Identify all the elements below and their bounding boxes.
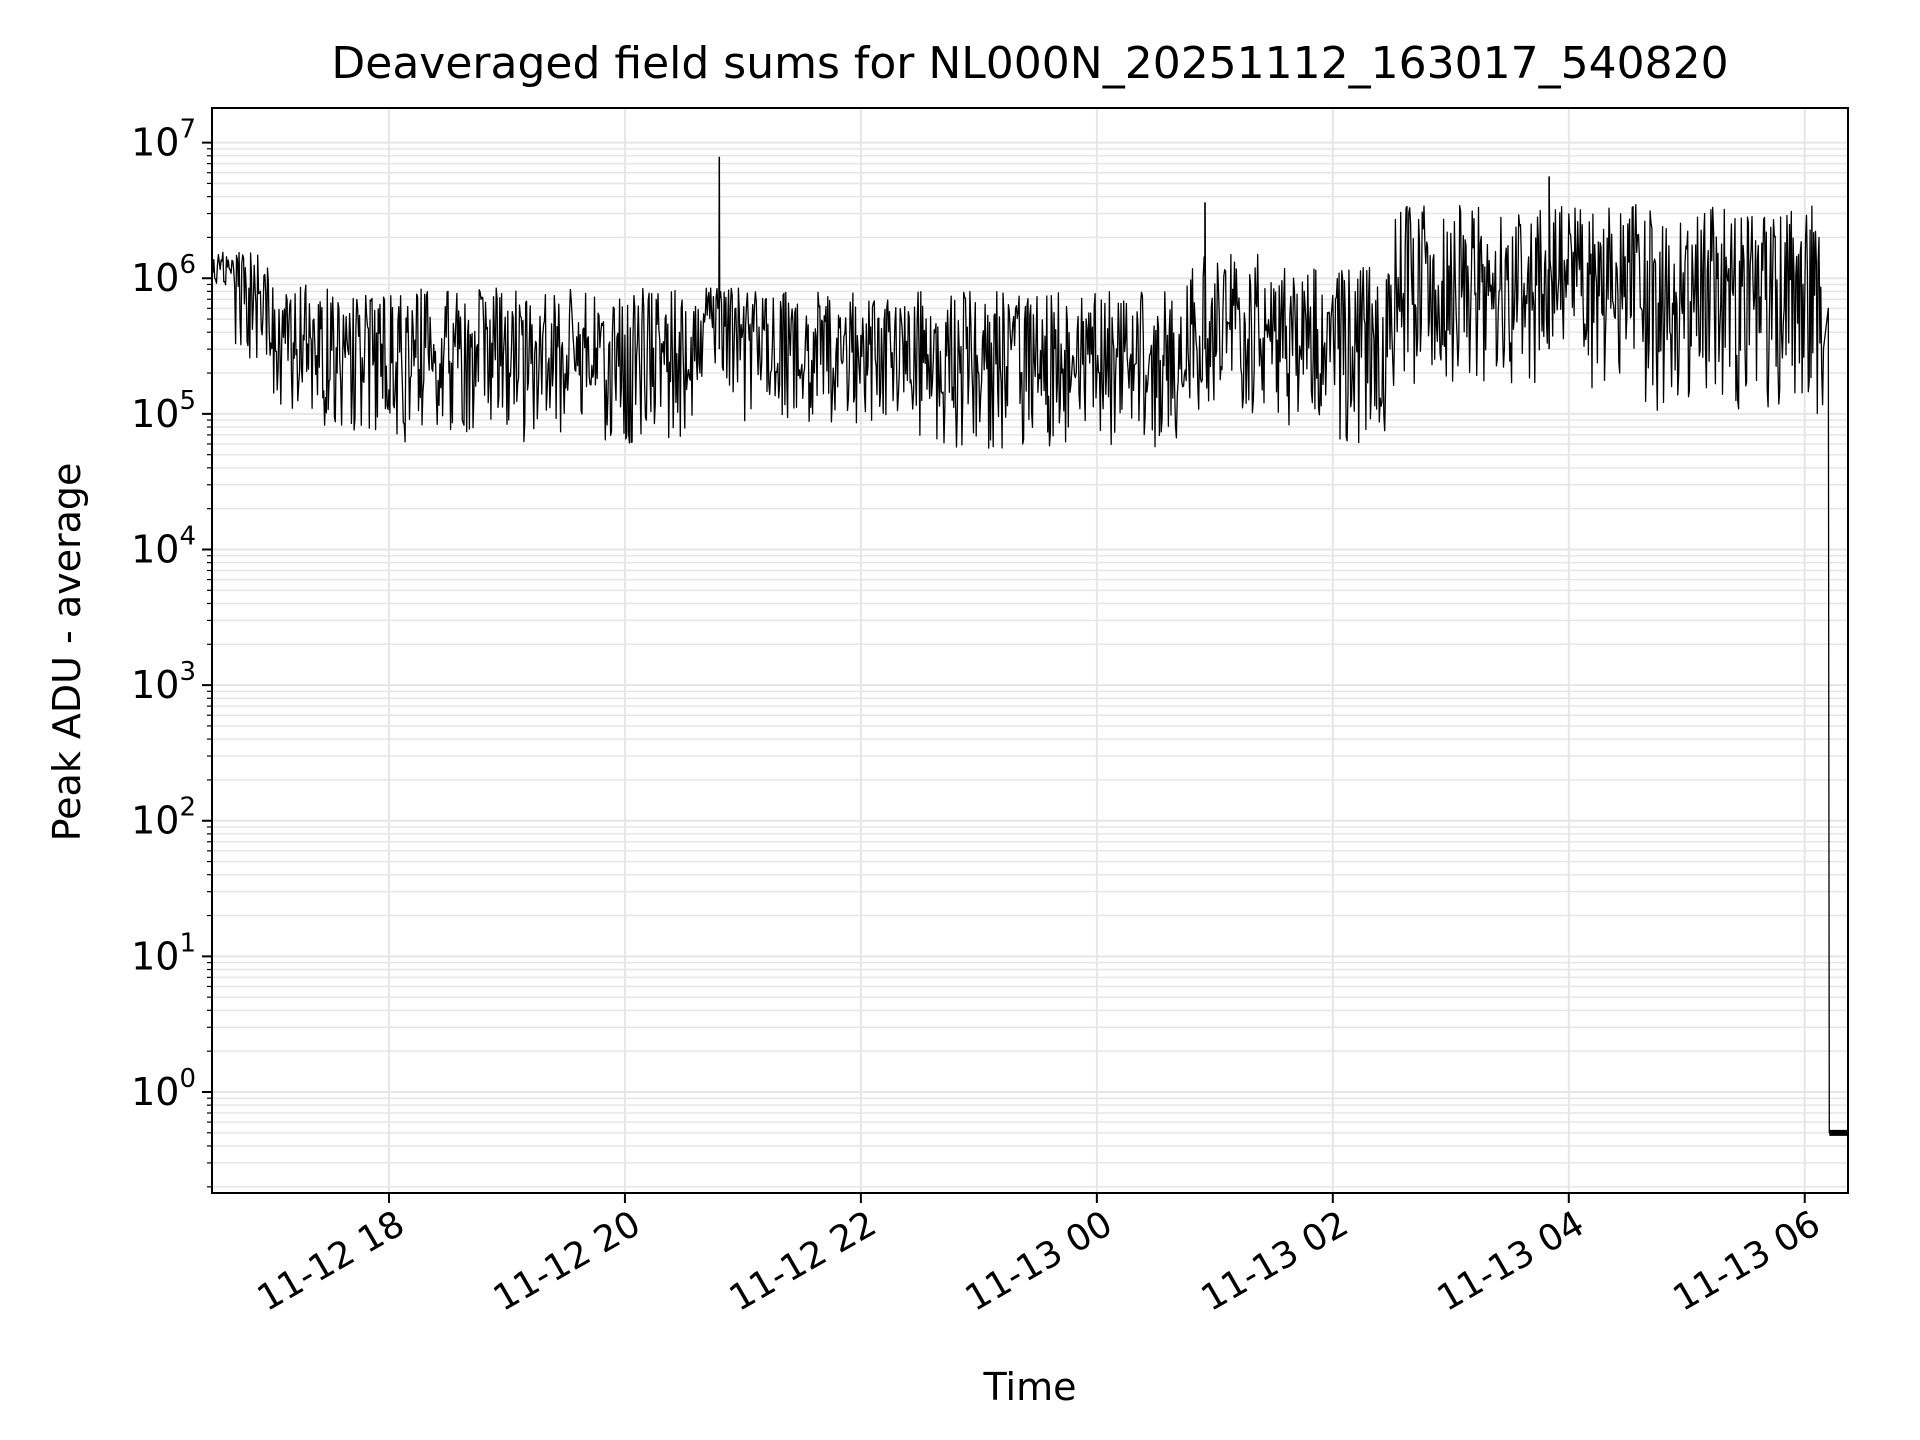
axes-frame (211, 107, 1849, 1194)
y-tick-label: 102 (131, 793, 196, 843)
grid-layer (212, 108, 1848, 1193)
y-tick-label: 100 (131, 1064, 196, 1114)
y-axis-label: Peak ADU - average (45, 463, 89, 842)
chart-title: Deaveraged field sums for NL000N_2025111… (331, 38, 1728, 89)
y-tick-label: 106 (131, 250, 196, 300)
data-layer (211, 156, 1848, 1136)
x-axis-label: Time (983, 1365, 1077, 1409)
y-tick-label: 103 (131, 657, 196, 707)
y-tick-label: 107 (131, 115, 196, 165)
y-tick-label: 105 (131, 386, 196, 436)
series-line (211, 156, 1848, 1134)
y-tick-label: 104 (131, 521, 196, 571)
y-tick-label: 101 (131, 928, 196, 978)
